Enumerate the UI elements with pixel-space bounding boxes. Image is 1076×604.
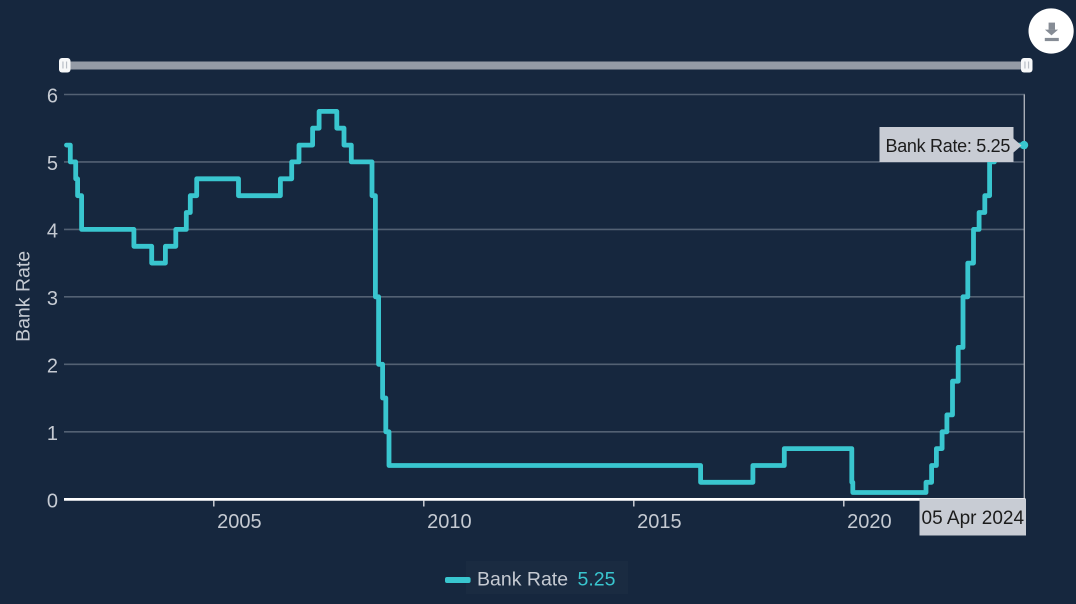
svg-text:2010: 2010 (427, 511, 472, 533)
svg-text:2015: 2015 (637, 511, 682, 533)
svg-text:6: 6 (47, 86, 58, 108)
svg-text:Bank Rate: Bank Rate (477, 569, 568, 591)
svg-text:Bank Rate: Bank Rate (12, 251, 34, 342)
svg-text:Bank Rate: 5.25: Bank Rate: 5.25 (886, 136, 1011, 156)
svg-text:5.25: 5.25 (578, 569, 616, 591)
svg-text:1: 1 (47, 423, 58, 445)
svg-text:3: 3 (47, 288, 58, 310)
svg-text:2020: 2020 (847, 511, 892, 533)
svg-text:0: 0 (47, 490, 58, 512)
svg-text:2: 2 (47, 356, 58, 378)
svg-text:2005: 2005 (217, 511, 262, 533)
svg-text:5: 5 (47, 153, 58, 175)
svg-text:05 Apr 2024: 05 Apr 2024 (922, 508, 1025, 529)
svg-text:4: 4 (47, 221, 58, 243)
